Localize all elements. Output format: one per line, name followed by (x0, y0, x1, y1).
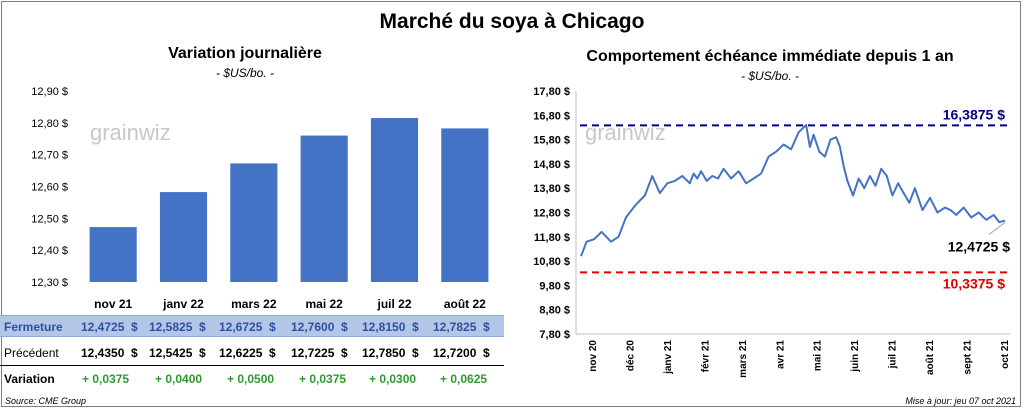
x-tick-label: mars 22 (231, 297, 277, 311)
high-value-label: 16,3875 $ (943, 106, 1005, 122)
x-tick-label: juil 21 (888, 340, 899, 370)
table-divider (0, 365, 504, 366)
y-tick-label: 7,80 $ (539, 329, 570, 341)
x-tick-label: avr 21 (775, 340, 786, 369)
y-tick-label: 12,80 $ (31, 118, 68, 130)
bar (370, 118, 419, 282)
source-note: Source: CME Group (5, 396, 87, 406)
table-cell: + 0,0500 (227, 372, 275, 386)
low-value-label: 10,3375 $ (943, 275, 1005, 291)
x-tick-label: oct 21 (1000, 340, 1011, 369)
x-tick-label: déc 20 (625, 340, 636, 372)
y-tick-label: 16,80 $ (533, 110, 570, 122)
y-tick-label: 12,90 $ (31, 86, 68, 98)
table-cell: 12,4725 $ (81, 320, 138, 334)
right-chart-subtitle: - $US/bo. - (740, 69, 800, 83)
table-cell: + 0,0375 (299, 372, 347, 386)
x-tick-label: nov 21 (94, 297, 132, 311)
left-chart-subtitle: - $US/bo. - (215, 66, 275, 80)
left-watermark: grainwiz (90, 120, 171, 145)
y-tick-label: 12,50 $ (31, 213, 68, 225)
y-tick-label: 13,80 $ (533, 183, 570, 195)
y-tick-label: 9,80 $ (539, 280, 570, 292)
table-cell: + 0,0400 (155, 372, 203, 386)
x-tick-label: févr 21 (700, 340, 711, 373)
x-tick-label: mars 21 (738, 340, 749, 378)
table-cell: 12,8150 $ (362, 320, 419, 334)
table-cell: 12,4350 $ (81, 346, 138, 360)
y-tick-label: 12,80 $ (533, 208, 570, 220)
table-row-precedent: Précédent 12,4350 $ 12,5425 $ 12,6225 $ … (0, 342, 504, 364)
last-value-label: 12,4725 $ (948, 238, 1010, 254)
y-tick-label: 12,40 $ (31, 245, 68, 257)
last-value-leader (988, 222, 1006, 235)
left-bar-chart: grainwiz 12,30 $ 12,40 $ 12,50 $ 12,60 $ 12,… (31, 86, 489, 311)
table-cell: 12,7600 $ (291, 320, 348, 334)
y-tick-label: 12,70 $ (31, 150, 68, 162)
price-series-line (580, 124, 1006, 257)
x-tick-label: mai 22 (305, 297, 343, 311)
x-tick-label: mai 21 (813, 340, 824, 372)
y-tick-label: 15,80 $ (533, 135, 570, 147)
bar (300, 135, 348, 282)
table-cell: 12,7850 $ (362, 346, 419, 360)
x-tick-label: janv 21 (663, 340, 674, 375)
table-cell: + 0,0625 (440, 372, 488, 386)
bar (230, 163, 278, 282)
row-label: Précédent (4, 346, 59, 360)
row-label: Fermeture (4, 320, 63, 334)
y-tick-label: 17,80 $ (533, 86, 570, 98)
y-tick-label: 10,80 $ (533, 256, 570, 268)
x-tick-label: juin 21 (850, 340, 861, 373)
y-tick-label: 12,60 $ (31, 182, 68, 194)
x-tick-label: nov 20 (588, 340, 599, 372)
page-title: Marché du soya à Chicago (379, 10, 645, 33)
y-tick-label: 11,80 $ (534, 232, 570, 244)
right-chart-title: Comportement échéance immédiate depuis 1… (586, 48, 954, 65)
table-cell: + 0,0300 (369, 372, 417, 386)
x-tick-label: sept 21 (963, 340, 974, 375)
y-tick-label: 14,80 $ (533, 159, 570, 171)
y-tick-label: 12,30 $ (31, 277, 68, 289)
row-label: Variation (4, 372, 55, 386)
right-watermark: grainwiz (585, 120, 666, 145)
x-tick-label: janv 22 (162, 297, 204, 311)
table-cell: 12,7200 $ (433, 346, 490, 360)
table-cell: + 0,0375 (82, 372, 130, 386)
bar (89, 227, 137, 282)
table-row-fermeture: Fermeture 12,4725 $ 12,5825 $ 12,6725 $ … (0, 315, 504, 337)
x-tick-label: juil 22 (376, 297, 411, 311)
bar (441, 128, 489, 282)
table-cell: 12,5825 $ (149, 320, 206, 334)
table-cell: 12,7825 $ (433, 320, 490, 334)
bar (159, 192, 208, 282)
table-cell: 12,7225 $ (291, 346, 348, 360)
y-tick-label: 8,80 $ (539, 305, 570, 317)
left-chart-title: Variation journalière (168, 45, 322, 62)
table-cell: 12,6725 $ (219, 320, 276, 334)
table-row-variation: Variation + 0,0375 + 0,0400 + 0,0500 + 0… (0, 368, 504, 390)
table-cell: 12,5425 $ (149, 346, 206, 360)
x-tick-label: août 21 (925, 340, 936, 375)
right-line-chart: grainwiz 7,80 $ 8,80 $ 9,80 $ 10,80 $ 11,80 … (533, 86, 1011, 378)
update-note: Mise à jour: jeu 07 oct 2021 (905, 396, 1016, 406)
table-cell: 12,6225 $ (219, 346, 276, 360)
x-tick-label: août 22 (444, 297, 486, 311)
